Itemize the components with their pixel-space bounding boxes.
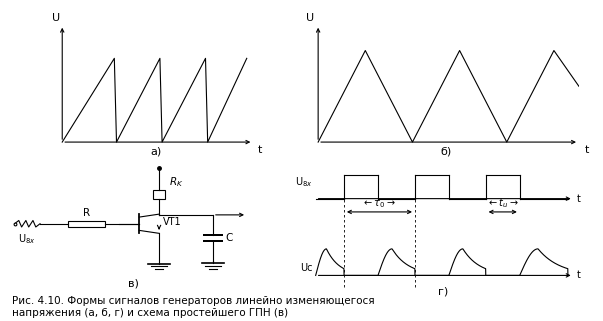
Text: Рис. 4.10. Формы сигналов генераторов линейно изменяющегося
напряжения (а, б, г): Рис. 4.10. Формы сигналов генераторов ли… xyxy=(12,296,374,318)
Text: t: t xyxy=(584,145,589,155)
Text: г): г) xyxy=(438,286,448,296)
Text: R: R xyxy=(83,208,90,218)
Text: U: U xyxy=(306,13,314,22)
Text: $\leftarrow\tau_0\rightarrow$: $\leftarrow\tau_0\rightarrow$ xyxy=(362,199,396,211)
Text: t: t xyxy=(576,194,580,204)
Bar xyxy=(68,221,106,227)
Text: $\leftarrow t_u\rightarrow$: $\leftarrow t_u\rightarrow$ xyxy=(487,197,519,211)
Text: t: t xyxy=(576,270,580,281)
Text: U$_{8x}$: U$_{8x}$ xyxy=(295,175,313,189)
Bar xyxy=(153,190,165,199)
Text: а): а) xyxy=(150,147,161,157)
Text: C: C xyxy=(226,233,233,243)
Text: в): в) xyxy=(128,278,139,288)
Text: б): б) xyxy=(440,147,452,157)
Text: t: t xyxy=(257,145,262,155)
Text: $R_K$: $R_K$ xyxy=(169,176,183,189)
Text: U$_{8x}$: U$_{8x}$ xyxy=(19,232,36,246)
Text: Uc: Uc xyxy=(300,263,313,273)
Text: VT1: VT1 xyxy=(163,217,182,227)
Text: U: U xyxy=(52,13,60,22)
